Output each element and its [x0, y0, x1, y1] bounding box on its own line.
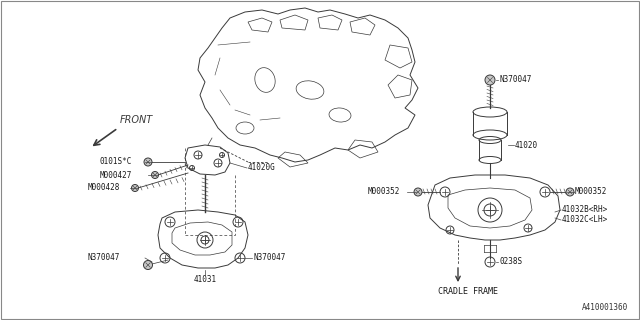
Text: CRADLE FRAME: CRADLE FRAME — [438, 287, 498, 297]
Text: 41032C<LH>: 41032C<LH> — [562, 215, 608, 225]
Text: 41020: 41020 — [515, 140, 538, 149]
Circle shape — [566, 188, 574, 196]
Circle shape — [152, 172, 159, 179]
Text: 0238S: 0238S — [500, 258, 523, 267]
Text: 41032B<RH>: 41032B<RH> — [562, 205, 608, 214]
Circle shape — [414, 188, 422, 196]
Text: 41031: 41031 — [193, 276, 216, 284]
Text: FRONT: FRONT — [120, 115, 153, 125]
Text: 41020G: 41020G — [248, 164, 276, 172]
Text: 0101S*C: 0101S*C — [100, 157, 132, 166]
Circle shape — [485, 75, 495, 85]
Text: N370047: N370047 — [500, 76, 532, 84]
Text: M000428: M000428 — [88, 183, 120, 193]
Text: N370047: N370047 — [253, 253, 285, 262]
Circle shape — [131, 185, 138, 191]
Text: M000427: M000427 — [100, 171, 132, 180]
Text: A410001360: A410001360 — [582, 303, 628, 313]
Text: N370047: N370047 — [88, 253, 120, 262]
Text: M000352: M000352 — [575, 188, 607, 196]
Text: M000352: M000352 — [368, 188, 401, 196]
Circle shape — [143, 260, 152, 269]
Circle shape — [144, 158, 152, 166]
